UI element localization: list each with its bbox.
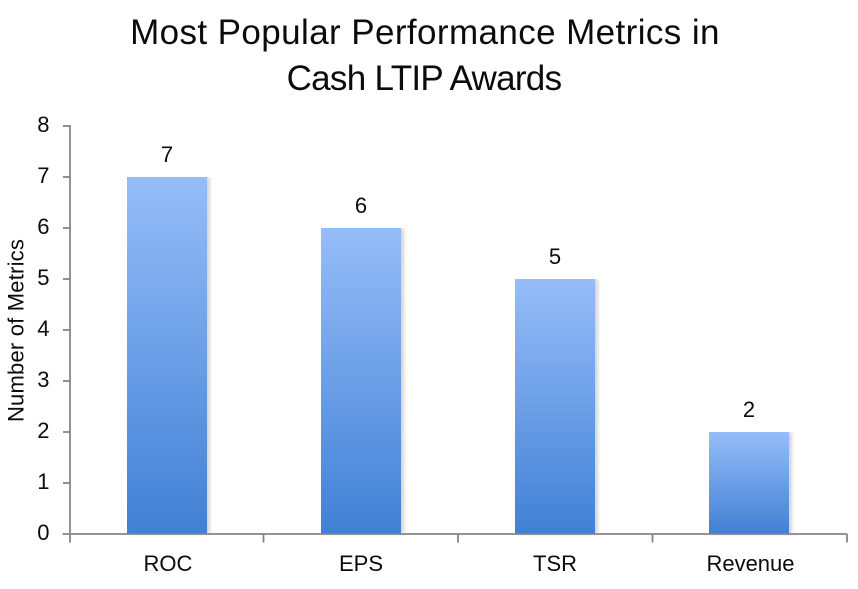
svg-text:5: 5	[37, 265, 49, 290]
svg-text:4: 4	[37, 316, 49, 341]
svg-text:Most Popular Performance Metri: Most Popular Performance Metrics in	[130, 13, 720, 52]
svg-text:7: 7	[161, 142, 173, 167]
svg-text:7: 7	[37, 163, 49, 188]
svg-text:2: 2	[743, 397, 755, 422]
svg-text:ROC: ROC	[144, 551, 193, 576]
svg-text:1: 1	[37, 469, 49, 494]
svg-text:0: 0	[37, 520, 49, 545]
svg-text:Revenue: Revenue	[706, 551, 794, 576]
svg-text:3: 3	[37, 367, 49, 392]
svg-text:6: 6	[37, 214, 49, 239]
svg-text:5: 5	[549, 244, 561, 269]
svg-text:2: 2	[37, 418, 49, 443]
svg-text:Cash LTIP Awards: Cash LTIP Awards	[287, 59, 562, 98]
svg-text:TSR: TSR	[533, 551, 577, 576]
svg-text:EPS: EPS	[339, 551, 383, 576]
svg-text:8: 8	[37, 112, 49, 137]
svg-text:6: 6	[355, 193, 367, 218]
svg-text:Number of Metrics: Number of Metrics	[4, 239, 29, 422]
